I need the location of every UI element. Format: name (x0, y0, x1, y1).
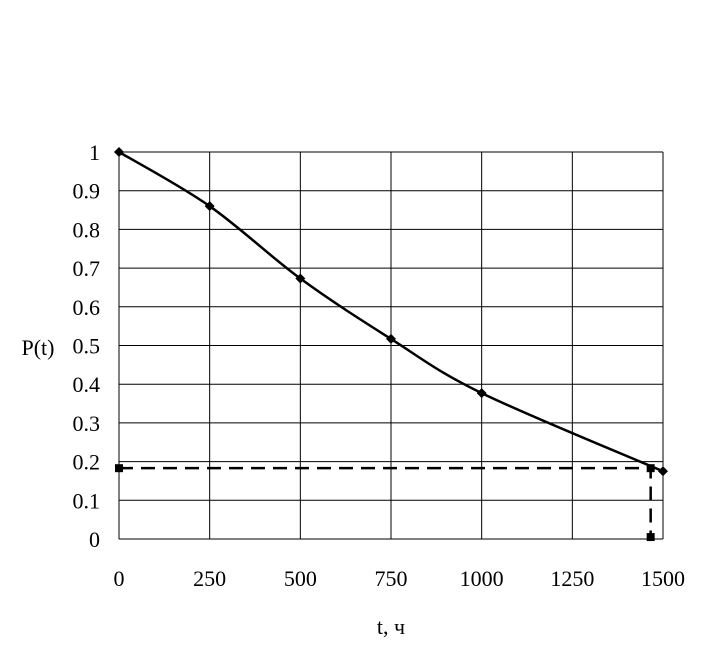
x-tick-label: 750 (375, 566, 408, 591)
diamond-marker (295, 273, 306, 284)
diamond-marker (114, 147, 124, 157)
y-tick-label: 0 (89, 527, 100, 552)
y-tick-label: 1 (89, 140, 100, 165)
x-tick-label: 1500 (641, 566, 685, 591)
y-tick-label: 0.9 (73, 179, 101, 204)
square-marker (115, 464, 123, 473)
diamond-marker (386, 333, 396, 344)
plot-area (114, 147, 668, 542)
x-tick-label: 0 (114, 566, 125, 591)
y-tick-label: 0.4 (73, 372, 101, 397)
y-tick-label: 0.2 (73, 450, 101, 475)
x-tick-label: 500 (284, 566, 317, 591)
diamond-marker (476, 388, 487, 399)
square-marker (646, 533, 655, 542)
y-tick-label: 0.5 (73, 334, 101, 359)
y-tick-label: 0.7 (73, 256, 101, 281)
y-tick-label: 0.3 (73, 411, 101, 436)
gridlines (118, 151, 664, 540)
x-tick-label: 250 (193, 566, 226, 591)
x-tick-label: 1250 (550, 566, 594, 591)
diamond-marker (658, 466, 668, 477)
y-tick-label: 0.1 (73, 488, 101, 513)
reliability-curve (118, 150, 664, 473)
y-axis-label: P(t) (22, 335, 55, 360)
y-tick-label: 0.8 (73, 217, 101, 242)
dashed-reference-line (119, 466, 652, 538)
y-tick-label: 0.6 (73, 295, 101, 320)
x-axis-label: t, ч (377, 614, 405, 639)
diamond-marker (204, 201, 215, 212)
square-marker (646, 464, 655, 473)
tick-labels: 0 0.1 0.2 0.3 0.4 0.5 0.6 0.7 0.8 0.9 1 0 250 500 750 1… (73, 140, 686, 591)
x-tick-label: 1000 (460, 566, 504, 591)
